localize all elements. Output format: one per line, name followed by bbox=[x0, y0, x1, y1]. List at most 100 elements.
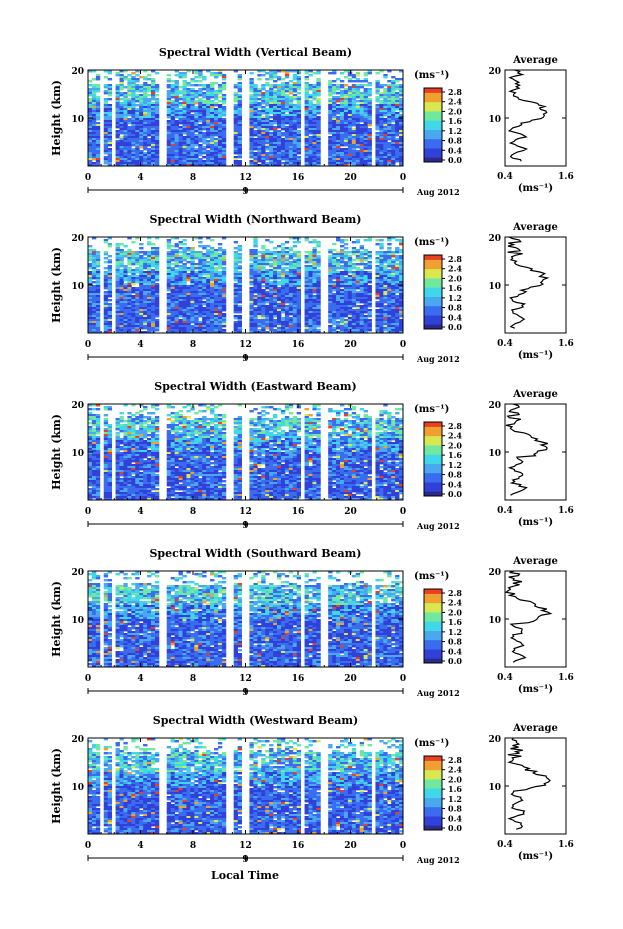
avg-x-axis-label: (ms⁻¹) bbox=[518, 517, 553, 528]
x-tick-label: 16 bbox=[292, 841, 305, 851]
colorbar-tick-label: 0.8 bbox=[448, 136, 462, 146]
average-title: Average bbox=[512, 55, 558, 66]
panel-vertical: Spectral Width (Vertical Beam) 10 20 Height… bbox=[50, 46, 574, 197]
avg-x-tick-label: 0.4 bbox=[497, 673, 513, 683]
colorbar-tick-label: 2.8 bbox=[448, 588, 462, 598]
average-frame bbox=[504, 737, 567, 835]
x-tick-label: 4 bbox=[137, 841, 143, 851]
avg-x-tick-label: 1.6 bbox=[558, 172, 574, 182]
avg-x-axis-label: (ms⁻¹) bbox=[518, 183, 553, 194]
average-frame bbox=[504, 570, 567, 668]
colorbar-tick-label: 2.0 bbox=[448, 106, 462, 116]
average-panel: Average 10 20 0.4 1.6 (ms⁻¹) bbox=[488, 55, 573, 194]
avg-x-axis-label: (ms⁻¹) bbox=[518, 350, 553, 361]
average-profile-line bbox=[507, 737, 551, 830]
x-tick-label: 16 bbox=[292, 674, 305, 684]
y-tick-label: 20 bbox=[71, 735, 84, 745]
heatmap-cells bbox=[88, 70, 404, 167]
colorbar-tick-label: 0.0 bbox=[448, 322, 462, 332]
avg-x-tick-label: 0.4 bbox=[497, 506, 513, 516]
date-mark: 9 bbox=[242, 521, 248, 531]
x-tick-label: 0 bbox=[85, 841, 91, 851]
avg-y-tick-label: 10 bbox=[488, 282, 501, 292]
colorbar-tick-label: 0.4 bbox=[448, 646, 462, 656]
date-label: Aug 2012 bbox=[416, 521, 460, 531]
date-label: Aug 2012 bbox=[416, 187, 460, 197]
x-tick-label: 8 bbox=[190, 340, 196, 350]
colorbar-tick-label: 1.6 bbox=[448, 116, 462, 126]
colorbar-tick-label: 1.2 bbox=[448, 293, 462, 303]
colorbar-tick-label: 0.8 bbox=[448, 470, 462, 480]
colorbar-tick-label: 1.2 bbox=[448, 794, 462, 804]
x-tick-label: 4 bbox=[137, 674, 143, 684]
heatmap-cells bbox=[88, 237, 404, 334]
colorbar-tick-label: 0.0 bbox=[448, 823, 462, 833]
colorbar-tick-label: 1.6 bbox=[448, 784, 462, 794]
x-tick-label: 16 bbox=[292, 340, 305, 350]
panel-title: Spectral Width (Northward Beam) bbox=[150, 213, 362, 226]
average-panel: Average 10 20 0.4 1.6 (ms⁻¹) bbox=[488, 556, 573, 695]
avg-y-tick-label: 10 bbox=[488, 783, 501, 793]
colorbar-tick-label: 2.4 bbox=[448, 97, 462, 107]
avg-x-tick-label: 0.4 bbox=[497, 172, 513, 182]
colorbar-tick-label: 2.8 bbox=[448, 421, 462, 431]
colorbar-tick-label: 0.0 bbox=[448, 489, 462, 499]
date-label: Aug 2012 bbox=[416, 855, 460, 865]
avg-x-tick-label: 1.6 bbox=[558, 339, 574, 349]
colorbar-tick-label: 0.4 bbox=[448, 312, 462, 322]
date-mark: 9 bbox=[242, 688, 248, 698]
panel-north: Spectral Width (Northward Beam) 10 20 Heigh… bbox=[50, 213, 574, 364]
date-label: Aug 2012 bbox=[416, 354, 460, 364]
colorbar-tick-label: 2.0 bbox=[448, 273, 462, 283]
y-tick-label: 20 bbox=[71, 401, 84, 411]
colorbar-tick-label: 1.2 bbox=[448, 126, 462, 136]
average-title: Average bbox=[512, 723, 558, 734]
colorbar-tick-label: 2.0 bbox=[448, 774, 462, 784]
average-title: Average bbox=[512, 389, 558, 400]
heatmap-cells bbox=[88, 738, 404, 835]
colorbar-tick-label: 0.0 bbox=[448, 155, 462, 165]
average-profile-line bbox=[507, 69, 548, 162]
x-tick-label: 20 bbox=[344, 674, 357, 684]
y-axis-label: Height (km) bbox=[50, 414, 63, 490]
x-tick-label: 12 bbox=[239, 173, 252, 183]
avg-y-tick-label: 10 bbox=[488, 115, 501, 125]
colorbar-tick-label: 2.8 bbox=[448, 254, 462, 264]
y-tick-label: 10 bbox=[71, 616, 84, 626]
x-tick-label: 0 bbox=[400, 340, 406, 350]
avg-x-tick-label: 1.6 bbox=[558, 673, 574, 683]
colorbar-tick-label: 0.4 bbox=[448, 479, 462, 489]
colorbar-tick-label: 0.8 bbox=[448, 804, 462, 814]
x-tick-label: 16 bbox=[292, 173, 305, 183]
average-panel: Average 10 20 0.4 1.6 (ms⁻¹) bbox=[488, 389, 573, 528]
x-tick-label: 8 bbox=[190, 507, 196, 517]
colorbar: 2.82.42.01.61.20.80.40.0 bbox=[423, 254, 462, 332]
colorbar: 2.82.42.01.61.20.80.40.0 bbox=[423, 87, 462, 165]
x-tick-label: 0 bbox=[400, 173, 406, 183]
avg-y-tick-label: 20 bbox=[488, 401, 501, 411]
x-tick-label: 8 bbox=[190, 841, 196, 851]
panel-title: Spectral Width (Westward Beam) bbox=[153, 714, 358, 727]
colorbar-tick-label: 1.2 bbox=[448, 627, 462, 637]
panel-title: Spectral Width (Eastward Beam) bbox=[154, 380, 356, 393]
colorbar-tick-label: 0.0 bbox=[448, 656, 462, 666]
y-tick-label: 10 bbox=[71, 282, 84, 292]
x-tick-label: 0 bbox=[85, 674, 91, 684]
avg-y-tick-label: 20 bbox=[488, 234, 501, 244]
panel-south: Spectral Width (Southward Beam) 10 20 Heigh… bbox=[50, 547, 574, 698]
average-title: Average bbox=[512, 556, 558, 567]
date-mark: 9 bbox=[242, 187, 248, 197]
colorbar-tick-label: 2.8 bbox=[448, 87, 462, 97]
colorbar-tick-label: 2.4 bbox=[448, 264, 462, 274]
avg-x-axis-label: (ms⁻¹) bbox=[518, 684, 553, 695]
average-profile-line bbox=[505, 403, 549, 496]
average-profile-line bbox=[504, 570, 553, 663]
y-axis-label: Height (km) bbox=[50, 748, 63, 824]
x-tick-label: 20 bbox=[344, 507, 357, 517]
colorbar-tick-label: 2.0 bbox=[448, 607, 462, 617]
colorbar-tick-label: 2.4 bbox=[448, 598, 462, 608]
heatmap-cells bbox=[88, 404, 404, 501]
y-axis-label: Height (km) bbox=[50, 581, 63, 657]
y-tick-label: 10 bbox=[71, 449, 84, 459]
average-title: Average bbox=[512, 222, 558, 233]
